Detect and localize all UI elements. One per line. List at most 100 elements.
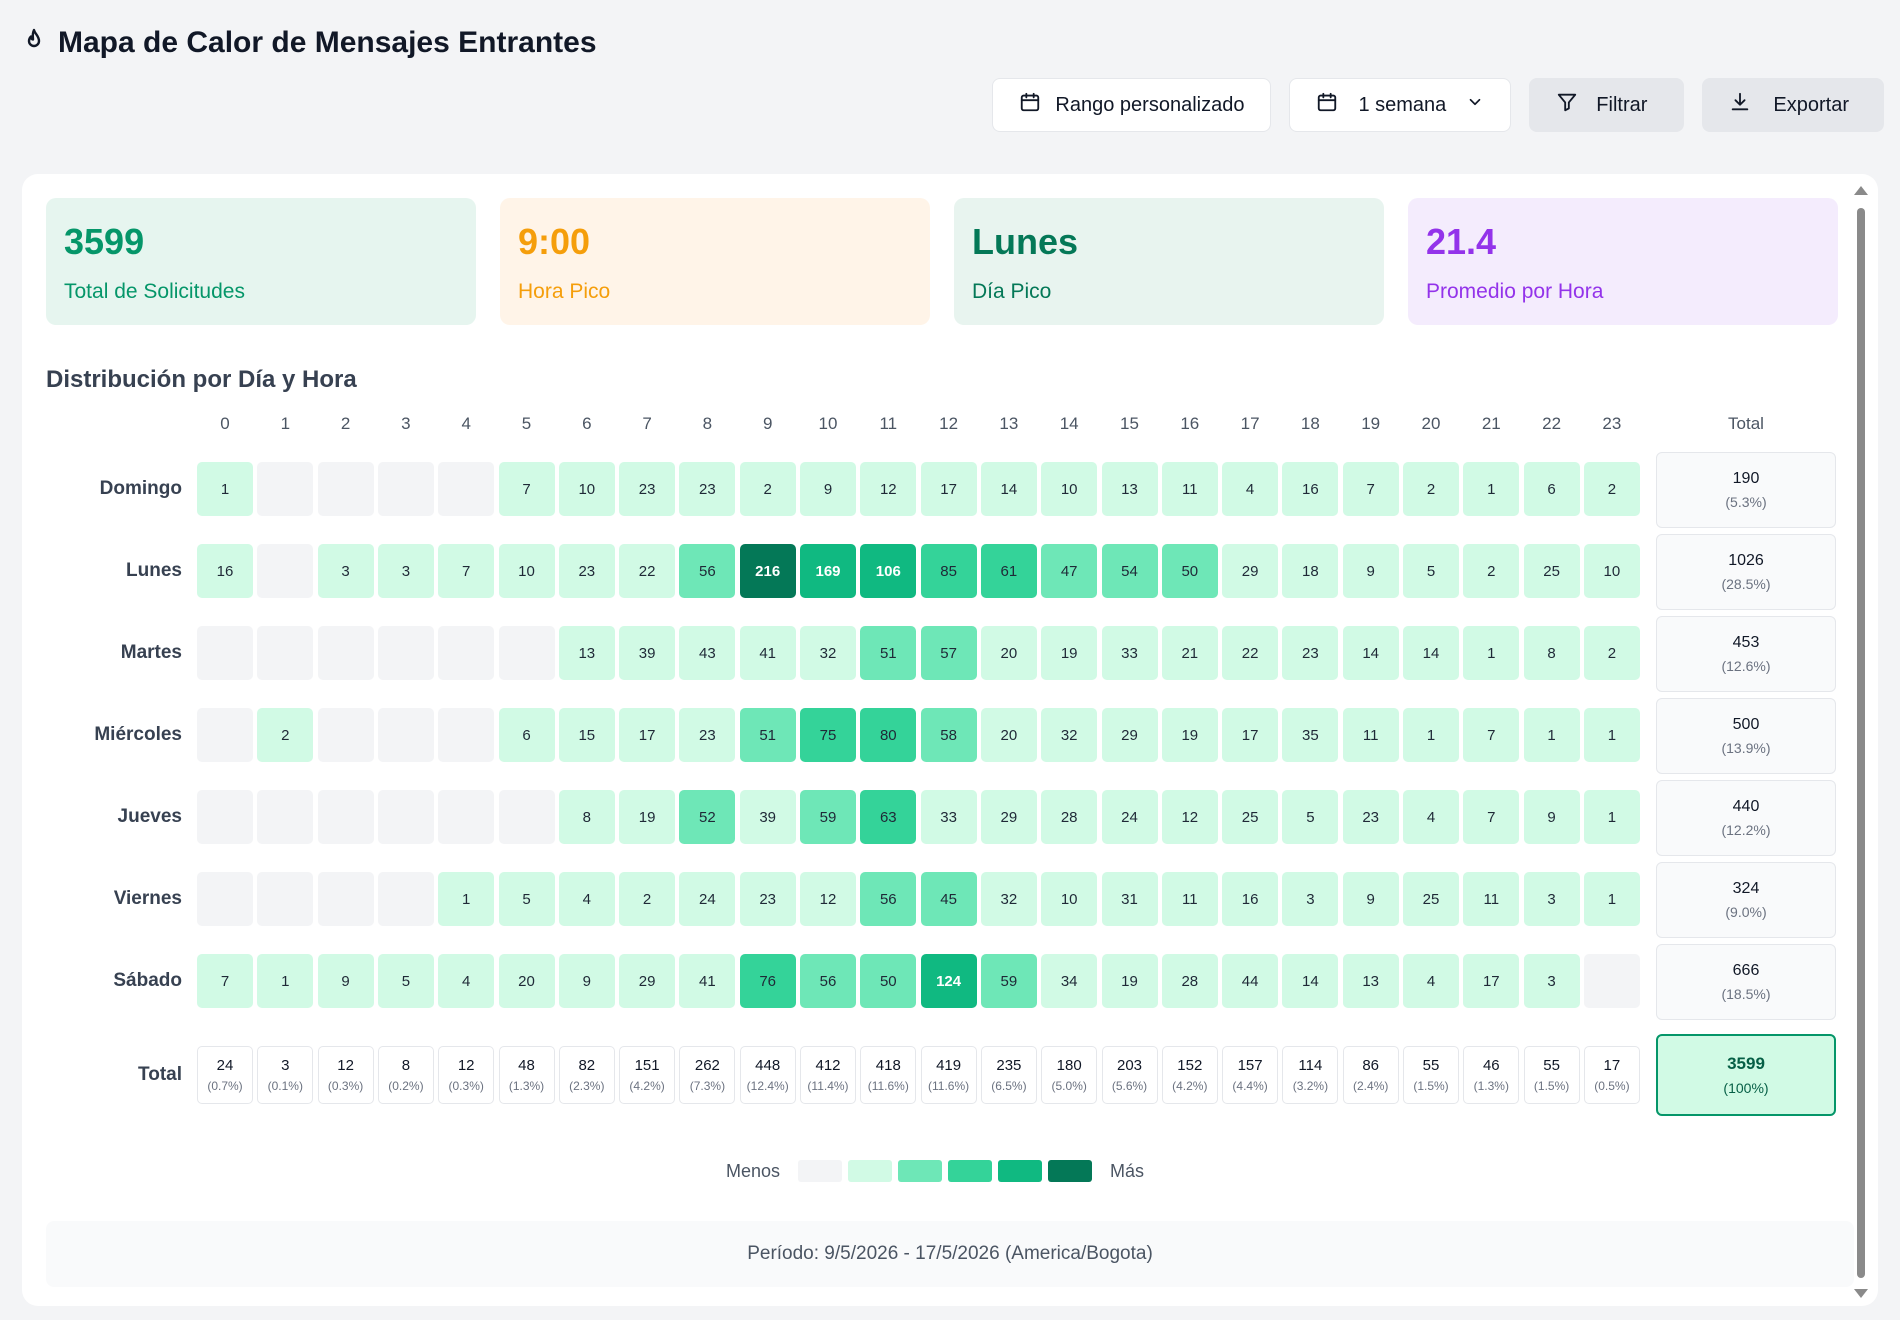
heatmap-cell[interactable]: 3 xyxy=(317,544,374,598)
filter-button[interactable]: Filtrar xyxy=(1529,78,1685,132)
heatmap-cell[interactable]: 32 xyxy=(1041,708,1098,762)
heatmap-cell[interactable]: 5 xyxy=(1403,544,1459,598)
heatmap-cell[interactable]: 32 xyxy=(980,872,1037,926)
scroll-down-arrow-icon[interactable] xyxy=(1854,1289,1868,1298)
heatmap-cell[interactable]: 39 xyxy=(619,626,676,680)
heatmap-cell[interactable]: 10 xyxy=(558,462,615,516)
heatmap-cell[interactable]: 9 xyxy=(558,954,615,1008)
heatmap-cell[interactable]: 12 xyxy=(800,872,856,926)
heatmap-cell[interactable]: 33 xyxy=(1101,626,1158,680)
heatmap-cell[interactable]: 8 xyxy=(558,790,615,844)
heatmap-cell[interactable] xyxy=(257,626,314,680)
heatmap-cell[interactable]: 9 xyxy=(317,954,374,1008)
heatmap-cell[interactable]: 28 xyxy=(1161,954,1218,1008)
heatmap-cell[interactable]: 56 xyxy=(800,954,856,1008)
heatmap-cell[interactable] xyxy=(377,626,434,680)
heatmap-cell[interactable]: 20 xyxy=(980,708,1037,762)
heatmap-cell[interactable] xyxy=(317,462,374,516)
heatmap-cell[interactable]: 76 xyxy=(739,954,796,1008)
heatmap-cell[interactable]: 7 xyxy=(1342,462,1399,516)
heatmap-cell[interactable]: 1 xyxy=(1463,626,1520,680)
heatmap-cell[interactable]: 29 xyxy=(1101,708,1158,762)
heatmap-cell[interactable]: 43 xyxy=(679,626,736,680)
heatmap-cell[interactable]: 7 xyxy=(1463,708,1520,762)
heatmap-cell[interactable]: 22 xyxy=(1222,626,1279,680)
heatmap-cell[interactable]: 10 xyxy=(1041,872,1098,926)
heatmap-cell[interactable] xyxy=(498,790,555,844)
heatmap-cell[interactable]: 19 xyxy=(1161,708,1218,762)
heatmap-cell[interactable]: 23 xyxy=(1342,790,1399,844)
heatmap-cell[interactable]: 14 xyxy=(1342,626,1399,680)
heatmap-cell[interactable] xyxy=(377,872,434,926)
heatmap-cell[interactable]: 23 xyxy=(619,462,676,516)
scrollbar-thumb[interactable] xyxy=(1857,208,1865,1278)
heatmap-cell[interactable]: 44 xyxy=(1222,954,1279,1008)
heatmap-cell[interactable]: 17 xyxy=(1463,954,1520,1008)
heatmap-cell[interactable]: 29 xyxy=(980,790,1037,844)
heatmap-cell[interactable]: 4 xyxy=(558,872,615,926)
heatmap-cell[interactable]: 5 xyxy=(498,872,555,926)
heatmap-cell[interactable]: 11 xyxy=(1342,708,1399,762)
heatmap-cell[interactable]: 15 xyxy=(558,708,615,762)
heatmap-cell[interactable] xyxy=(197,790,253,844)
heatmap-cell[interactable]: 39 xyxy=(739,790,796,844)
heatmap-cell[interactable] xyxy=(257,790,314,844)
export-button[interactable]: Exportar xyxy=(1702,78,1884,132)
heatmap-cell[interactable]: 80 xyxy=(860,708,917,762)
heatmap-cell[interactable]: 3 xyxy=(377,544,434,598)
heatmap-cell[interactable] xyxy=(317,790,374,844)
scroll-up-arrow-icon[interactable] xyxy=(1854,186,1868,195)
heatmap-cell[interactable]: 24 xyxy=(1101,790,1158,844)
heatmap-cell[interactable]: 21 xyxy=(1161,626,1218,680)
heatmap-cell[interactable]: 10 xyxy=(498,544,555,598)
heatmap-cell[interactable]: 11 xyxy=(1161,462,1218,516)
heatmap-cell[interactable]: 14 xyxy=(980,462,1037,516)
heatmap-cell[interactable]: 106 xyxy=(860,544,917,598)
heatmap-cell[interactable]: 20 xyxy=(498,954,555,1008)
heatmap-cell[interactable]: 16 xyxy=(197,544,253,598)
heatmap-cell[interactable]: 7 xyxy=(438,544,495,598)
heatmap-cell[interactable]: 29 xyxy=(1222,544,1279,598)
heatmap-cell[interactable]: 17 xyxy=(619,708,676,762)
heatmap-cell[interactable]: 3 xyxy=(1282,872,1339,926)
heatmap-cell[interactable]: 23 xyxy=(679,462,736,516)
heatmap-cell[interactable]: 51 xyxy=(739,708,796,762)
heatmap-cell[interactable]: 2 xyxy=(619,872,676,926)
heatmap-cell[interactable]: 54 xyxy=(1101,544,1158,598)
heatmap-cell[interactable]: 6 xyxy=(1523,462,1580,516)
heatmap-cell[interactable] xyxy=(1583,954,1640,1008)
heatmap-cell[interactable]: 23 xyxy=(739,872,796,926)
heatmap-cell[interactable]: 4 xyxy=(1403,954,1459,1008)
heatmap-cell[interactable]: 4 xyxy=(1403,790,1459,844)
heatmap-cell[interactable]: 23 xyxy=(558,544,615,598)
heatmap-cell[interactable]: 16 xyxy=(1222,872,1279,926)
heatmap-cell[interactable]: 5 xyxy=(1282,790,1339,844)
heatmap-cell[interactable]: 34 xyxy=(1041,954,1098,1008)
heatmap-cell[interactable]: 52 xyxy=(679,790,736,844)
heatmap-cell[interactable] xyxy=(438,708,495,762)
heatmap-cell[interactable]: 16 xyxy=(1282,462,1339,516)
heatmap-cell[interactable]: 22 xyxy=(619,544,676,598)
heatmap-cell[interactable]: 23 xyxy=(679,708,736,762)
heatmap-cell[interactable]: 12 xyxy=(860,462,917,516)
heatmap-cell[interactable]: 41 xyxy=(679,954,736,1008)
heatmap-cell[interactable]: 20 xyxy=(980,626,1037,680)
heatmap-cell[interactable]: 56 xyxy=(860,872,917,926)
heatmap-cell[interactable]: 19 xyxy=(619,790,676,844)
heatmap-cell[interactable] xyxy=(317,872,374,926)
heatmap-cell[interactable]: 18 xyxy=(1282,544,1339,598)
heatmap-cell[interactable]: 29 xyxy=(619,954,676,1008)
heatmap-cell[interactable] xyxy=(438,462,495,516)
heatmap-cell[interactable]: 17 xyxy=(1222,708,1279,762)
heatmap-cell[interactable]: 13 xyxy=(1342,954,1399,1008)
heatmap-cell[interactable]: 169 xyxy=(800,544,856,598)
heatmap-cell[interactable]: 12 xyxy=(1161,790,1218,844)
heatmap-cell[interactable] xyxy=(377,790,434,844)
heatmap-cell[interactable]: 9 xyxy=(1342,544,1399,598)
heatmap-cell[interactable]: 11 xyxy=(1463,872,1520,926)
heatmap-cell[interactable]: 7 xyxy=(498,462,555,516)
heatmap-cell[interactable]: 8 xyxy=(1523,626,1580,680)
heatmap-cell[interactable]: 33 xyxy=(920,790,977,844)
heatmap-cell[interactable]: 3 xyxy=(1523,954,1580,1008)
heatmap-cell[interactable]: 2 xyxy=(257,708,314,762)
